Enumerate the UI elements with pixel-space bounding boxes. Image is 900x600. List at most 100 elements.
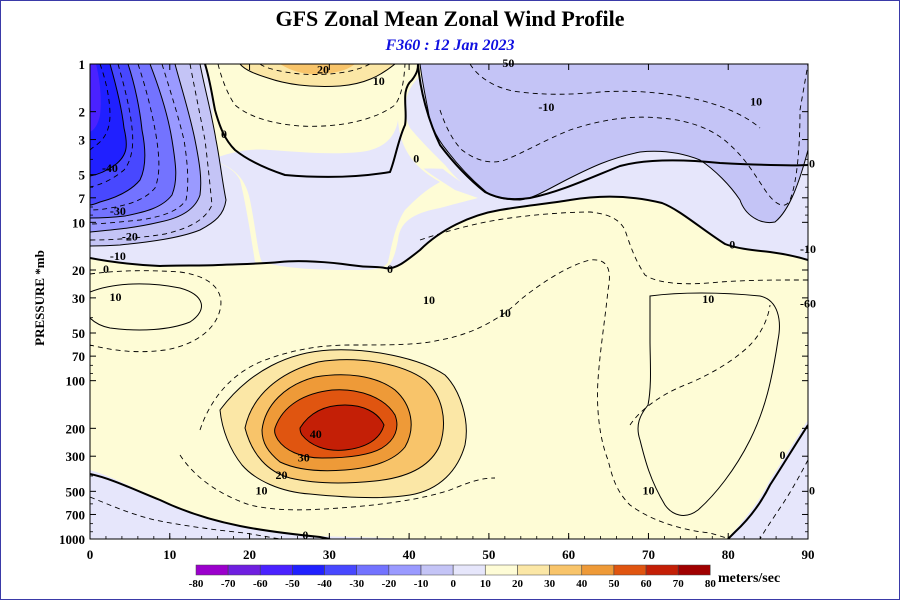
fill-bottom-right-negative: [728, 420, 808, 539]
contour-zero-midtop: [90, 195, 808, 270]
x-tick-label: 20: [243, 547, 256, 562]
contour-label: 0: [729, 237, 735, 251]
colorbar-swatch: [452, 564, 486, 576]
contour-label: 10: [373, 74, 385, 88]
colorbar-units: meters/sec: [718, 571, 781, 586]
contour-label: 40: [310, 427, 322, 441]
contour-10-top: [239, 64, 396, 87]
fill-right-negative-10: [420, 64, 808, 223]
chart-title: GFS Zonal Mean Zonal Wind Profile: [275, 6, 625, 31]
colorbar-label: 10: [480, 578, 492, 590]
x-tick-label: 0: [87, 547, 94, 562]
colorbar-swatch: [517, 564, 550, 576]
contour-minus40-left: [90, 64, 146, 206]
x-tick-label: 30: [323, 547, 336, 562]
x-axis: 0 10 20 30 40 50 60 70 80 90: [87, 64, 815, 562]
y-tick-label: 1000: [59, 532, 85, 547]
contour-minus10-left: [90, 64, 227, 247]
x-tick-label: 90: [802, 547, 815, 562]
y-tick-label: 3: [79, 133, 86, 148]
y-tick-label: 700: [66, 507, 86, 522]
contour-10-right: [637, 292, 780, 516]
contour-label: 10: [256, 483, 268, 497]
contour-label: 20: [275, 468, 287, 482]
fill-left-minus60: [90, 64, 101, 132]
contour-label: -10: [538, 100, 554, 114]
contour-label: -40: [102, 161, 118, 175]
colorbar: -80 -70 -60 -50 -40 -30 -20 -10 0 10 20 30 40 50 60 70 8…: [189, 564, 716, 590]
contour-label: 10: [750, 94, 762, 108]
y-tick-label: 30: [72, 291, 85, 306]
contour-label: 20: [317, 63, 329, 77]
y-tick-label: 2: [79, 105, 86, 120]
y-tick-label: 20: [72, 263, 85, 278]
contour-minus10-right: [419, 64, 808, 224]
y-tick-label: 500: [66, 484, 86, 499]
contour-label: -20: [122, 230, 138, 244]
colorbar-label: -80: [189, 578, 204, 590]
y-tick-label: 7: [79, 191, 86, 206]
colorbar-label: -30: [349, 578, 364, 590]
colorbar-swatch: [485, 564, 518, 576]
colorbar-swatch: [195, 564, 229, 576]
x-tick-label: 40: [403, 547, 416, 562]
contour-label: 30: [298, 450, 310, 464]
y-tick-label: 200: [66, 421, 86, 436]
colorbar-label: -60: [253, 578, 268, 590]
contour-label: -10: [110, 249, 126, 263]
contour-label: 10: [642, 483, 654, 497]
colorbar-label: 60: [641, 578, 653, 590]
contour-dashed-lines: [90, 64, 808, 539]
contour-fills: [90, 64, 808, 539]
fill-pocket-negative: [210, 120, 440, 270]
contour-label: 10: [110, 290, 122, 304]
contour-10-leftlens: [90, 283, 202, 331]
contour-minus30-left: [90, 64, 177, 219]
colorbar-swatch: [678, 564, 711, 576]
colorbar-label: -10: [414, 578, 429, 590]
colorbar-label: 40: [576, 578, 588, 590]
contour-zero-bottom: [90, 473, 331, 539]
plot-border: [89, 63, 809, 540]
contour-label: 0: [387, 262, 393, 276]
contour-label: 10: [499, 306, 511, 320]
contour-minus50-left: [90, 64, 127, 177]
contour-label: 0: [413, 151, 419, 165]
contour-zero-left: [204, 64, 419, 178]
x-tick-label: 10: [163, 547, 176, 562]
fill-left-lens-10-to-20: [90, 283, 202, 330]
contour-zero-bottom-right: [727, 424, 808, 539]
x-tick-label: 80: [722, 547, 735, 562]
colorbar-swatch: [613, 564, 647, 576]
contour-zero-right: [417, 64, 808, 201]
contour-label: 0: [302, 528, 308, 542]
y-tick-label: 5: [79, 168, 86, 183]
contour-50-mid: [299, 404, 385, 451]
colorbar-swatch: [292, 564, 325, 576]
contour-label: 0: [809, 483, 815, 497]
colorbar-swatch: [260, 564, 293, 576]
contour-label: 10: [702, 292, 714, 306]
y-tick-label: 50: [72, 326, 85, 341]
contour-10-mid: [219, 349, 467, 499]
y-tick-label: 70: [72, 349, 85, 364]
colorbar-label: -50: [285, 578, 300, 590]
colorbar-swatch: [581, 564, 615, 576]
colorbar-swatch: [549, 564, 582, 576]
contour-label: 0: [779, 448, 785, 462]
x-tick-label: 60: [562, 547, 575, 562]
fill-right-10-to-20: [637, 293, 780, 516]
contour-30-mid: [261, 374, 412, 472]
x-tick-label: 70: [642, 547, 655, 562]
contour-lines: [90, 64, 808, 539]
colorbar-swatch: [356, 564, 389, 576]
colorbar-label: 30: [544, 578, 556, 590]
fill-top-20-to-30: [280, 64, 355, 74]
contour-label: 10: [423, 293, 435, 307]
contour-label: 0: [809, 156, 815, 170]
colorbar-swatch: [324, 564, 357, 576]
contour-label: 0: [221, 127, 227, 141]
